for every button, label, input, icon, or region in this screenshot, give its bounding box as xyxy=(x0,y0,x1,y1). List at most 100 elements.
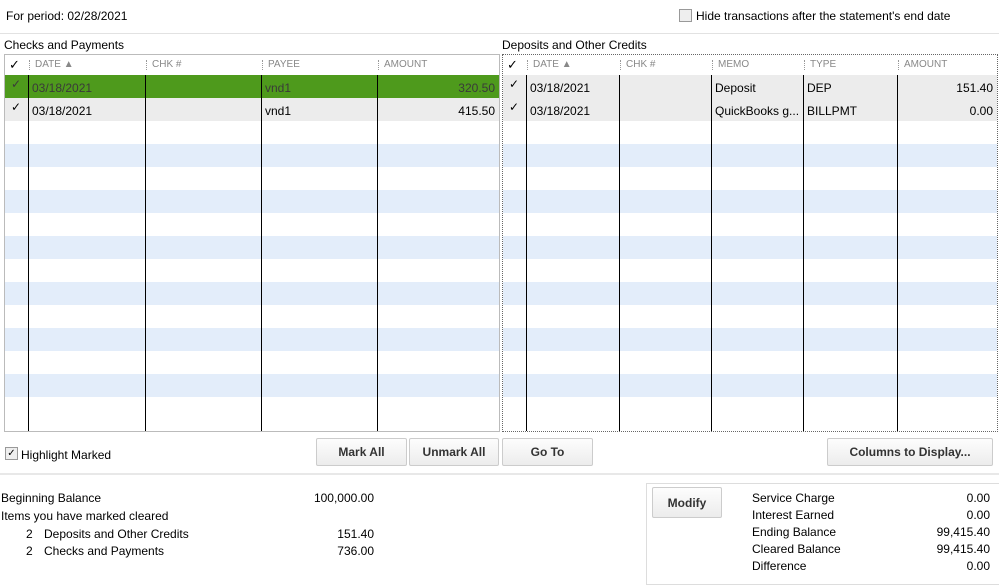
checks-count: 2 xyxy=(26,544,33,558)
column-separator xyxy=(804,60,805,70)
column-header-1: DATE ▲ xyxy=(533,59,572,70)
total-label: Ending Balance xyxy=(752,525,837,539)
column-separator xyxy=(712,60,713,70)
empty-row[interactable] xyxy=(5,121,499,144)
column-separator xyxy=(527,60,528,70)
column-divider xyxy=(28,75,29,431)
column-divider xyxy=(145,75,146,431)
empty-row[interactable] xyxy=(503,213,997,236)
column-header-5: AMOUNT xyxy=(904,59,948,70)
date-cell: 03/18/2021 xyxy=(530,104,591,118)
amount-cell: 320.50 xyxy=(458,81,495,95)
total-label: Difference xyxy=(752,559,807,573)
column-divider xyxy=(803,75,804,431)
empty-row[interactable] xyxy=(503,259,997,282)
empty-row[interactable] xyxy=(503,121,997,144)
type-cell: BILLPMT xyxy=(807,104,858,118)
empty-row[interactable] xyxy=(5,213,499,236)
total-label: Interest Earned xyxy=(752,508,835,522)
period-label: For period: 02/28/2021 xyxy=(6,9,128,23)
deposits-cleared-label: Deposits and Other Credits xyxy=(44,527,189,541)
column-divider xyxy=(897,75,898,431)
column-header-4: AMOUNT xyxy=(384,59,428,70)
table-row[interactable]: ✓ 03/18/2021 Deposit DEP 151.40 xyxy=(503,75,997,98)
column-header-0: ✓ xyxy=(507,57,518,72)
empty-row[interactable] xyxy=(503,144,997,167)
empty-row[interactable] xyxy=(5,144,499,167)
table-row[interactable]: ✓ 03/18/2021 vnd1 415.50 xyxy=(5,98,499,121)
hide-transactions-label: Hide transactions after the statement's … xyxy=(696,9,951,23)
column-header-0: ✓ xyxy=(9,57,20,72)
column-separator xyxy=(378,60,379,70)
checks-table[interactable]: ✓ DATE ▲ CHK # PAYEE AMOUNT ✓ 03/18/2021 vnd1 32… xyxy=(4,54,500,432)
column-divider xyxy=(619,75,620,431)
empty-row[interactable] xyxy=(503,328,997,351)
empty-row[interactable] xyxy=(503,351,997,374)
empty-row[interactable] xyxy=(503,305,997,328)
date-cell: 03/18/2021 xyxy=(32,81,93,95)
empty-row[interactable] xyxy=(5,305,499,328)
empty-row[interactable] xyxy=(503,236,997,259)
empty-row[interactable] xyxy=(503,374,997,397)
mark-all-button[interactable]: Mark All xyxy=(316,438,407,466)
empty-row[interactable] xyxy=(5,328,499,351)
total-value: 99,415.40 xyxy=(936,525,990,539)
beginning-balance-label: Beginning Balance xyxy=(1,491,102,505)
column-header-2: CHK # xyxy=(626,59,656,70)
mark-cell: ✓ xyxy=(509,77,520,91)
date-cell: 03/18/2021 xyxy=(32,104,93,118)
empty-row[interactable] xyxy=(503,167,997,190)
mark-cell: ✓ xyxy=(11,77,22,91)
go-to-button[interactable]: Go To xyxy=(502,438,593,466)
hide-transactions-checkbox[interactable] xyxy=(679,9,692,22)
unmark-all-button[interactable]: Unmark All xyxy=(409,438,499,466)
deposits-title: Deposits and Other Credits xyxy=(502,38,647,52)
column-separator xyxy=(146,60,147,70)
memo-cell: QuickBooks g... xyxy=(715,104,800,118)
empty-row[interactable] xyxy=(5,236,499,259)
empty-row[interactable] xyxy=(5,259,499,282)
column-header-1: DATE ▲ xyxy=(35,59,74,70)
amount-cell: 151.40 xyxy=(956,81,993,95)
payee-cell: vnd1 xyxy=(265,104,292,118)
beginning-balance-value: 100,000.00 xyxy=(313,491,374,505)
column-header-4: TYPE xyxy=(810,59,837,70)
total-value: 0.00 xyxy=(966,508,990,522)
memo-cell: Deposit xyxy=(715,81,756,95)
type-cell: DEP xyxy=(807,81,832,95)
items-cleared-label: Items you have marked cleared xyxy=(1,509,169,523)
empty-row[interactable] xyxy=(503,190,997,213)
date-cell: 03/18/2021 xyxy=(530,81,591,95)
deposits-table[interactable]: ✓ DATE ▲ CHK # MEMO TYPE AMOUNT ✓ 03/18/2021 Dep… xyxy=(502,54,998,432)
empty-row[interactable] xyxy=(5,167,499,190)
table-row[interactable]: ✓ 03/18/2021 QuickBooks g... BILLPMT 0.00 xyxy=(503,98,997,121)
checks-title: Checks and Payments xyxy=(4,38,125,52)
empty-row[interactable] xyxy=(503,282,997,305)
column-separator xyxy=(898,60,899,70)
modify-button[interactable]: Modify xyxy=(652,487,722,518)
checks-cleared-label: Checks and Payments xyxy=(44,544,165,558)
total-label: Service Charge xyxy=(752,491,835,505)
empty-row[interactable] xyxy=(5,351,499,374)
empty-row[interactable] xyxy=(5,190,499,213)
column-header-2: CHK # xyxy=(152,59,182,70)
empty-row[interactable] xyxy=(5,374,499,397)
deposits-cleared-value: 151.40 xyxy=(337,527,374,541)
table-row[interactable]: ✓ 03/18/2021 vnd1 320.50 xyxy=(5,75,499,98)
column-divider xyxy=(526,75,527,431)
highlight-marked-label: Highlight Marked xyxy=(21,448,112,462)
empty-row[interactable] xyxy=(503,397,997,420)
column-separator xyxy=(262,60,263,70)
payee-cell: vnd1 xyxy=(265,81,292,95)
empty-row[interactable] xyxy=(5,282,499,305)
column-divider xyxy=(711,75,712,431)
highlight-marked-checkbox[interactable]: ✓ xyxy=(5,447,18,460)
column-separator xyxy=(29,60,30,70)
amount-cell: 0.00 xyxy=(969,104,993,118)
divider xyxy=(0,33,999,34)
empty-row[interactable] xyxy=(5,397,499,420)
total-value: 99,415.40 xyxy=(936,542,990,556)
columns-to-display-button[interactable]: Columns to Display... xyxy=(827,438,993,466)
total-value: 0.00 xyxy=(966,559,990,573)
mark-cell: ✓ xyxy=(509,100,520,114)
